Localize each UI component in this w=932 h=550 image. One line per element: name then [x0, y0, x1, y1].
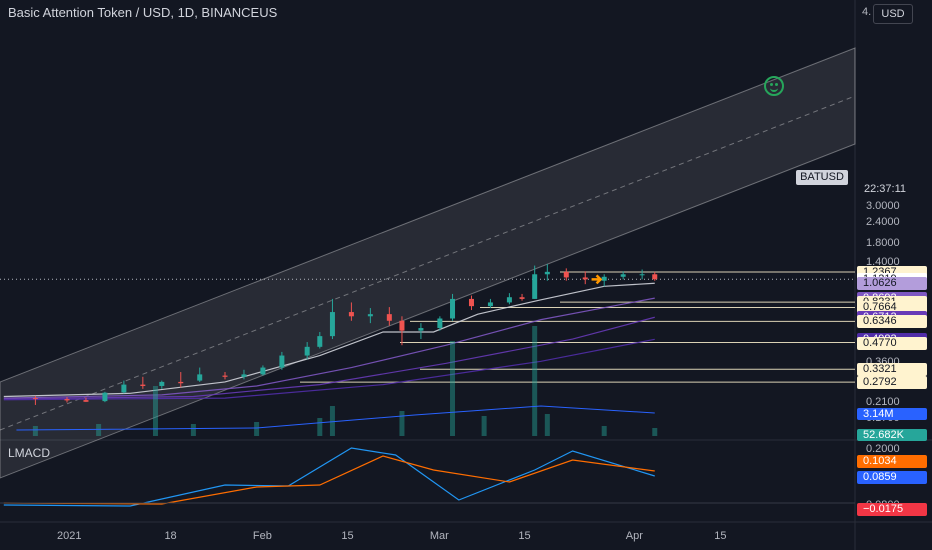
time-axis-label: 2021: [57, 530, 82, 542]
price-tag: 0.3321: [857, 363, 927, 377]
signal-line: [3, 455, 655, 505]
candle-body: [260, 367, 266, 375]
candle-body: [399, 320, 405, 331]
candle-body: [329, 312, 335, 337]
time-axis-label: 18: [164, 530, 177, 542]
volume-bar: [532, 326, 538, 436]
volume-ma-line: [16, 405, 655, 431]
candle-body: [348, 312, 354, 317]
candle-body: [222, 375, 228, 377]
price-tag: 1.0626: [857, 277, 927, 291]
candle-body: [437, 318, 443, 329]
macd-tag: 0.1034: [857, 455, 927, 468]
regression-channel: [0, 47, 856, 479]
candle-body: [386, 314, 392, 321]
candle-body: [279, 355, 285, 368]
volume-bar: [96, 424, 102, 436]
moving-average-line: [3, 282, 655, 398]
time-axis-label: 15: [714, 530, 727, 542]
moving-average-line: [3, 316, 655, 400]
candle-body: [506, 297, 512, 303]
candle-body: [563, 271, 569, 278]
volume-tag: 3.14M: [857, 408, 927, 420]
volume-bar: [544, 414, 550, 436]
time-axis-label: 15: [518, 530, 531, 542]
smiley-icon: [764, 76, 784, 96]
candle-body: [582, 277, 588, 280]
candle-body: [32, 398, 38, 400]
time-axis-label: 15: [341, 530, 354, 542]
arrow-annotation: [591, 274, 603, 285]
chart-title: Basic Attention Token / USD, 1D, BINANCE…: [8, 5, 278, 20]
candle-body: [159, 381, 165, 386]
indicator-label: LMACD: [8, 446, 51, 460]
macd-line: [3, 447, 655, 507]
moving-average-line: [3, 297, 655, 399]
candle-body: [121, 384, 127, 393]
volume-bar: [450, 341, 456, 436]
price-axis-label: 1.4000: [866, 255, 900, 268]
candle-body: [197, 374, 203, 381]
volume-bar: [601, 426, 607, 436]
currency-button[interactable]: USD: [873, 4, 913, 24]
volume-bar: [329, 406, 335, 436]
candle-body: [639, 274, 645, 276]
candle-body: [468, 298, 474, 307]
candle-body: [519, 297, 525, 299]
time-axis-label: Feb: [252, 530, 272, 542]
candle-body: [178, 381, 184, 384]
candle-body: [652, 274, 658, 280]
price-axis-label: 3.0000: [866, 199, 900, 212]
volume-bar: [652, 428, 658, 436]
candle-body: [532, 274, 538, 299]
candle-body: [450, 298, 456, 319]
price-axis-label: 1.8000: [866, 237, 900, 250]
candle-body: [241, 374, 247, 377]
candle-body: [304, 346, 310, 356]
volume-tag: 52.682K: [857, 429, 927, 441]
candle-body: [601, 276, 607, 281]
price-axis-label: 0.2100: [866, 396, 900, 409]
time-axis-label: Apr: [625, 530, 643, 542]
price-tag: 0.7664: [857, 301, 927, 315]
axis-top-tick: 4.: [862, 6, 872, 18]
candle-body: [367, 314, 373, 317]
candle-body: [317, 336, 323, 347]
volume-bar: [317, 418, 323, 436]
candle-body: [418, 328, 424, 331]
volume-bar: [152, 386, 158, 436]
macd-tag: −0.0175: [857, 503, 927, 516]
price-axis-label: 2.4000: [866, 216, 900, 228]
volume-bar: [190, 424, 196, 436]
volume-bar: [254, 422, 260, 436]
candle-body: [620, 274, 626, 277]
candle-body: [83, 400, 89, 402]
time-axis-label: Mar: [429, 530, 449, 542]
price-axis-label: 0.2000: [866, 443, 900, 455]
candle-body: [544, 271, 550, 275]
price-tag: 0.2792: [857, 376, 927, 390]
candle-body: [487, 302, 493, 307]
moving-average-line: [3, 338, 655, 401]
price-tag: 0.4770: [857, 336, 927, 350]
price-tag: 0.6346: [857, 315, 927, 329]
volume-bar: [481, 416, 487, 436]
candle-body: [64, 399, 70, 401]
candle-countdown: 22:37:11: [864, 183, 907, 195]
symbol-tag: BATUSD: [796, 170, 848, 185]
macd-tag: 0.0859: [857, 471, 927, 484]
candle-body: [140, 384, 146, 386]
volume-bar: [399, 411, 405, 436]
volume-bar: [32, 426, 38, 436]
candle-body: [102, 392, 108, 402]
